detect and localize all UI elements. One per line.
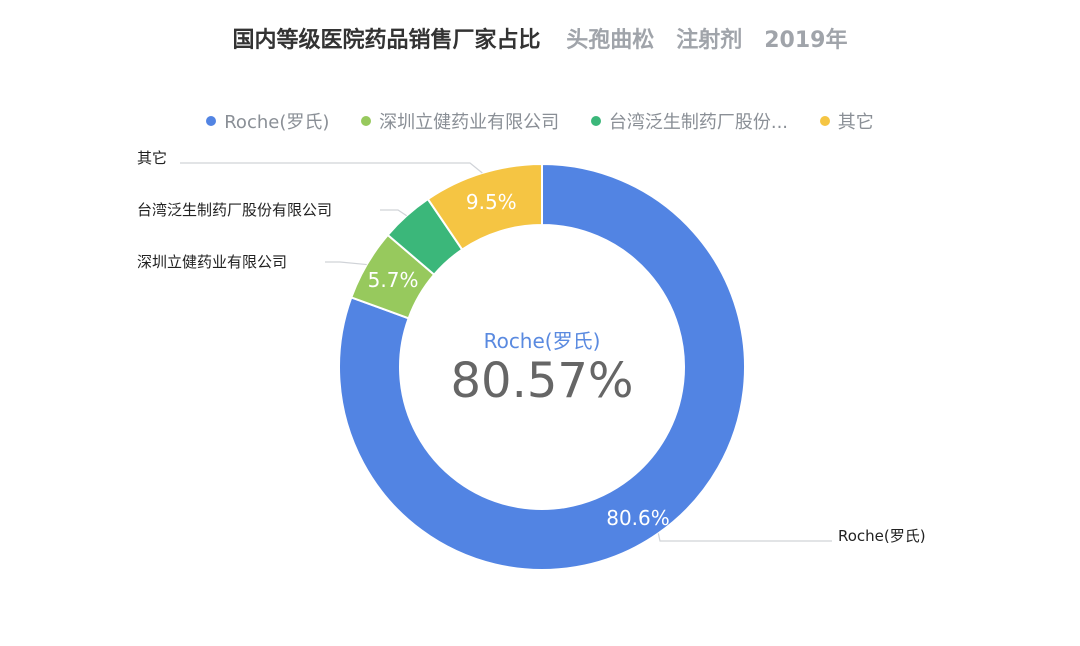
leader-lines bbox=[180, 162, 832, 542]
slice-label-shenzhen: 5.7% bbox=[368, 268, 419, 292]
slice-label-other: 9.5% bbox=[466, 190, 517, 214]
legend-label-roche: Roche(罗氏) bbox=[224, 112, 330, 133]
leader-line-taiwan bbox=[380, 209, 407, 217]
chart-subtitle-form: 注射剂 bbox=[676, 28, 743, 53]
center-label-value: 80.57% bbox=[450, 353, 633, 409]
legend-label-taiwan: 台湾泛生制药厂股份... bbox=[608, 112, 789, 133]
slice-roche[interactable] bbox=[338, 162, 746, 571]
legend-item-shenzhen[interactable]: 深圳立健药业有限公司 bbox=[361, 108, 559, 134]
chart-title: 国内等级医院药品销售厂家占比 头孢曲松 注射剂 2019年 bbox=[0, 22, 1080, 54]
legend-label-other: 其它 bbox=[837, 112, 874, 133]
legend-item-other[interactable]: 其它 bbox=[819, 108, 874, 134]
slice-label-roche: 80.6% bbox=[606, 506, 670, 530]
outer-label-roche: Roche(罗氏) bbox=[838, 527, 926, 545]
legend-dot-taiwan bbox=[590, 116, 601, 126]
legend-item-taiwan[interactable]: 台湾泛生制药厂股份... bbox=[590, 108, 789, 134]
legend-dot-other bbox=[819, 116, 830, 126]
chart-subtitle-drug: 头孢曲松 bbox=[566, 28, 655, 53]
slice-labels: 80.6% 5.7% 9.5% bbox=[368, 190, 670, 530]
legend-label-shenzhen: 深圳立健药业有限公司 bbox=[379, 112, 560, 133]
leader-line-roche bbox=[657, 533, 832, 542]
legend-dot-shenzhen bbox=[361, 116, 372, 126]
outer-label-taiwan: 台湾泛生制药厂股份有限公司 bbox=[137, 201, 332, 219]
outer-label-shenzhen: 深圳立健药业有限公司 bbox=[137, 253, 287, 271]
center-label-name: Roche(罗氏) bbox=[484, 329, 601, 353]
chart-legend: Roche(罗氏) 深圳立健药业有限公司 台湾泛生制药厂股份... 其它 bbox=[0, 108, 1080, 134]
slice-other[interactable] bbox=[426, 162, 543, 251]
donut-slices bbox=[338, 162, 746, 571]
leader-line-shenzhen bbox=[325, 261, 367, 266]
chart-subtitle: 头孢曲松 注射剂 2019年 bbox=[566, 28, 847, 53]
chart-title-main: 国内等级医院药品销售厂家占比 bbox=[232, 28, 541, 53]
legend-item-roche[interactable]: Roche(罗氏) bbox=[206, 108, 329, 134]
legend-dot-roche bbox=[206, 116, 217, 126]
chart-subtitle-year: 2019年 bbox=[764, 28, 848, 53]
leader-line-other bbox=[180, 162, 483, 174]
outer-label-other: 其它 bbox=[137, 149, 167, 167]
